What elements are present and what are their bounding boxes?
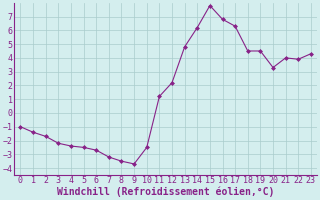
X-axis label: Windchill (Refroidissement éolien,°C): Windchill (Refroidissement éolien,°C): [57, 187, 274, 197]
